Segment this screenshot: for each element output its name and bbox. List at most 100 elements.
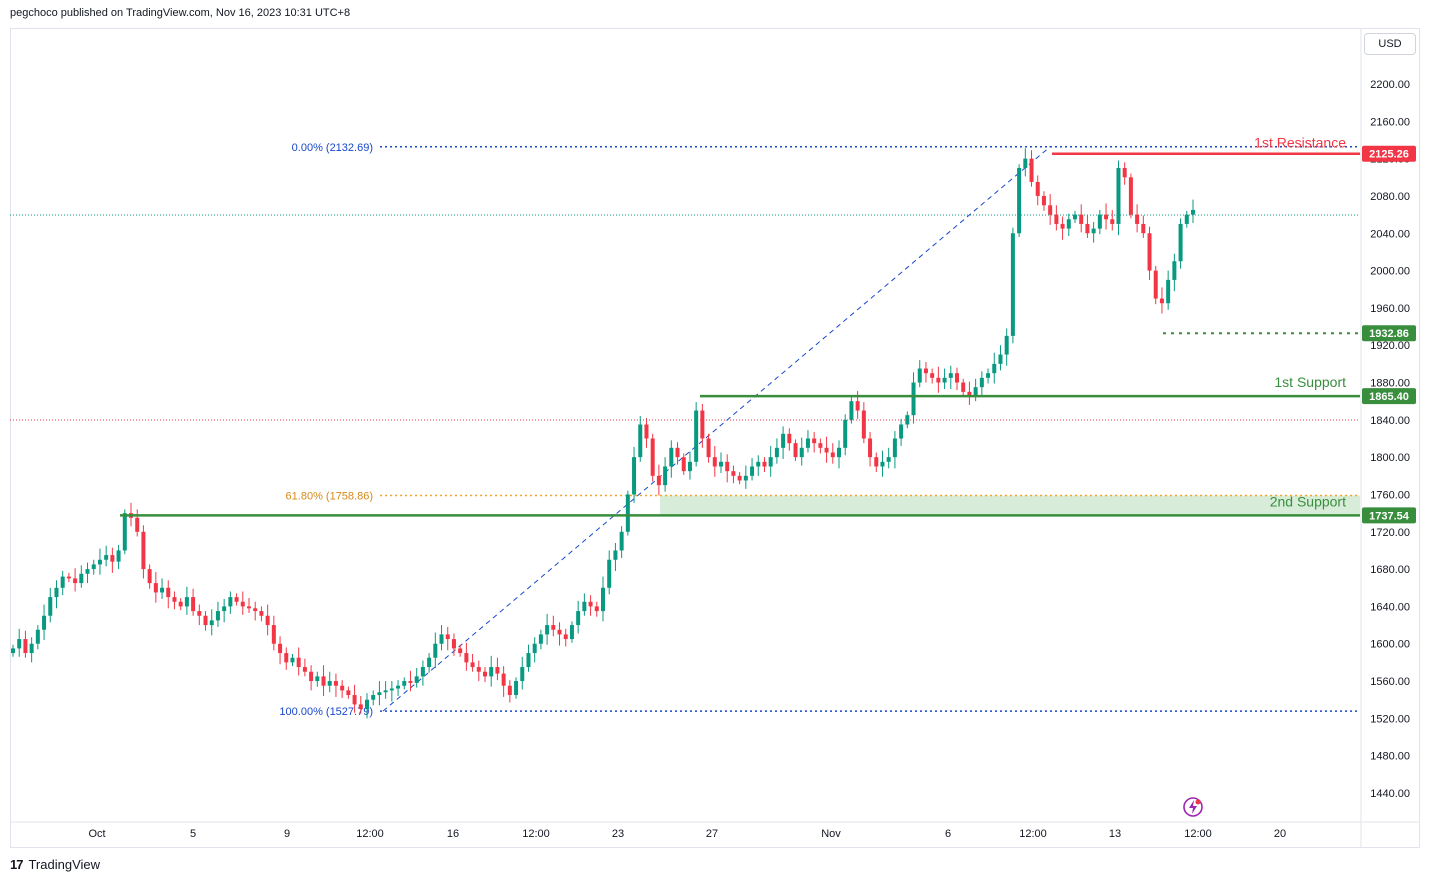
candle-body [787, 433, 792, 444]
currency-selector[interactable]: USD [1364, 33, 1416, 55]
candle-body [296, 657, 301, 668]
fib-level-label: 100.00% (1527.79) [279, 706, 373, 718]
tradingview-logo-icon: 17 [10, 857, 24, 872]
candle-body [439, 634, 444, 644]
candle-body [973, 387, 978, 397]
candle-body [538, 634, 543, 644]
candle-body [321, 676, 326, 686]
fib-trend-line [382, 146, 1051, 712]
candle-body [1029, 158, 1034, 182]
level-name-label: 1st Support [1274, 374, 1346, 390]
candle-body [29, 643, 34, 654]
candle-body [812, 438, 817, 444]
candle-body [663, 466, 668, 486]
candle-body [979, 377, 984, 388]
candle-body [793, 443, 798, 458]
candle-body [483, 671, 487, 677]
candle-body [408, 681, 413, 683]
candle-body [694, 410, 699, 462]
candle-body [892, 438, 897, 458]
footer: 17 TradingView [10, 857, 100, 872]
price-tick-label: 1640.00 [1370, 601, 1410, 613]
candle-body [961, 382, 966, 392]
candle-body [309, 671, 314, 682]
candle-body [104, 555, 109, 560]
fib-level-label: 0.00% (2132.69) [292, 142, 373, 154]
candle-body [1184, 214, 1189, 224]
candle-body [613, 550, 618, 560]
candle-body [433, 643, 438, 658]
candle-body [1023, 158, 1028, 168]
candle-body [1110, 219, 1115, 224]
price-tick-label: 1720.00 [1370, 527, 1410, 539]
candle-body [135, 517, 140, 532]
candle-body [35, 629, 40, 644]
candle-body [253, 608, 258, 612]
candle-body [917, 368, 922, 383]
candle-body [520, 667, 525, 682]
candle-body [725, 461, 730, 472]
candle-body [265, 615, 270, 626]
candle-body [215, 611, 220, 621]
candle-body [377, 692, 382, 696]
price-tick-label: 1920.00 [1370, 340, 1410, 352]
candle-body [333, 681, 338, 686]
candle-body [396, 685, 401, 689]
time-tick-label: 9 [284, 828, 290, 840]
candle-body [66, 576, 71, 579]
candle-body [358, 704, 363, 710]
price-tick-label: 1480.00 [1370, 751, 1410, 763]
candle-body [942, 377, 947, 383]
candle-body [874, 457, 879, 467]
candle-body [1054, 214, 1059, 224]
candle-body [73, 578, 78, 584]
price-tag-label: 1737.54 [1369, 510, 1410, 522]
candle-body [768, 457, 773, 467]
candle-body [470, 662, 475, 668]
level-name-label: 1st Resistance [1254, 135, 1346, 151]
candle-body [607, 559, 612, 588]
candle-body [278, 643, 283, 654]
candle-body [992, 363, 997, 374]
candle-body [1128, 177, 1133, 215]
candle-body [315, 676, 320, 682]
candle-body [967, 391, 972, 397]
candle-body [476, 667, 481, 672]
candle-body [23, 639, 28, 654]
candle-body [526, 653, 531, 668]
candle-body [17, 639, 22, 649]
candle-body [588, 601, 593, 607]
time-tick-label: 12:00 [522, 828, 550, 840]
time-tick-label: 16 [447, 828, 459, 840]
candle-body [365, 699, 369, 710]
candle-body [1097, 214, 1102, 229]
candle-body [625, 494, 630, 532]
candle-body [1135, 214, 1140, 224]
candle-body [886, 457, 891, 462]
candle-body [209, 620, 214, 626]
candle-body [1010, 233, 1015, 336]
candle-body [122, 513, 127, 551]
bolt-icon[interactable] [1182, 796, 1204, 818]
price-tag-label: 2125.26 [1369, 149, 1409, 161]
candle-body [582, 601, 587, 612]
candle-body [302, 667, 307, 672]
time-tick-label: 5 [190, 828, 196, 840]
price-tick-label: 1840.00 [1370, 415, 1410, 427]
candle-body [948, 373, 953, 378]
candle-body [743, 475, 748, 481]
level-name-label: 2nd Support [1270, 493, 1346, 509]
price-tick-label: 1600.00 [1370, 639, 1410, 651]
candle-body [669, 447, 674, 467]
candle-body [1073, 214, 1077, 220]
fib-level-label: 61.80% (1758.86) [286, 491, 373, 503]
candle-body [955, 373, 959, 383]
candle-body [837, 447, 841, 458]
candle-body [346, 690, 351, 696]
price-tick-label: 1800.00 [1370, 452, 1410, 464]
candle-body [1116, 167, 1121, 224]
price-tick-label: 1680.00 [1370, 564, 1410, 576]
support-zone [660, 495, 1360, 516]
candle-body [501, 673, 506, 686]
